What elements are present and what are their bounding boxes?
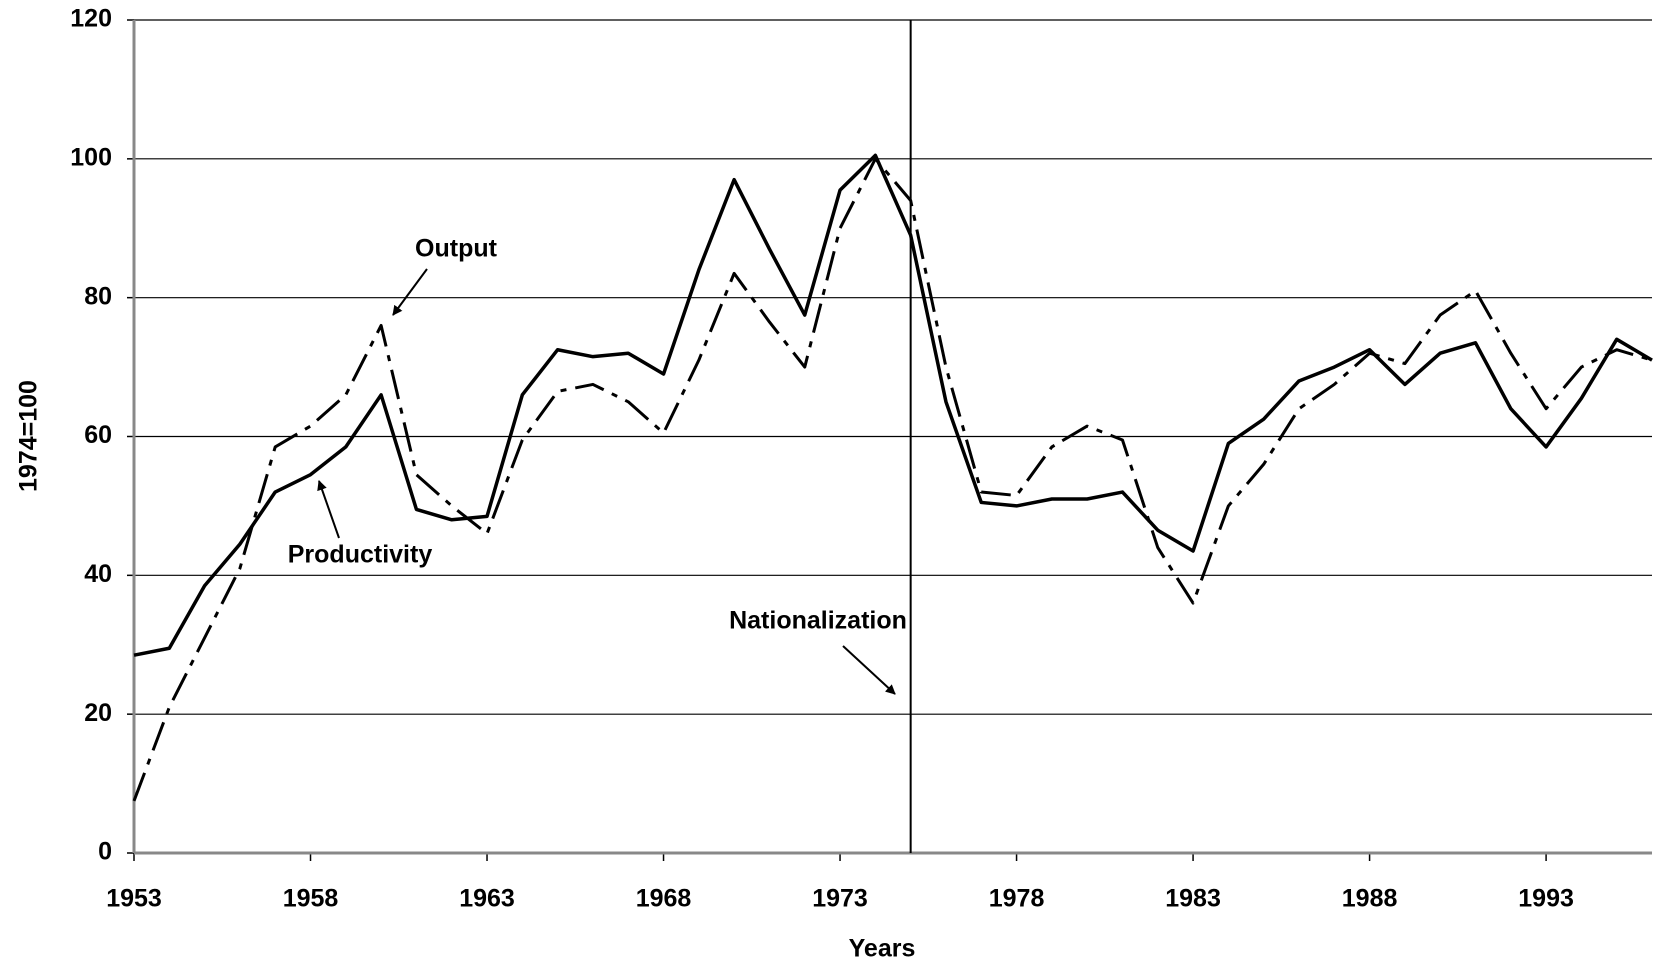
annotation-arrow (392, 268, 428, 316)
y-axis-label: 1974=100 (15, 380, 43, 492)
x-tick-label: 1958 (283, 885, 339, 913)
annotation-arrow (842, 645, 896, 695)
y-tick-label: 40 (84, 560, 112, 588)
annotation: Productivity (288, 541, 433, 569)
x-tick-label: 1973 (812, 885, 868, 913)
y-tick-label: 0 (98, 838, 112, 866)
x-tick-label: 1988 (1342, 885, 1398, 913)
series-line (133, 153, 1653, 657)
annotation: Output (415, 235, 498, 263)
x-tick-label: 1993 (1518, 885, 1574, 913)
y-tick-label: 60 (84, 421, 112, 449)
x-tick-label: 1953 (106, 885, 162, 913)
x-tick-label: 1968 (636, 885, 692, 913)
annotation-arrow (317, 480, 340, 539)
x-tick-label: 1983 (1165, 885, 1221, 913)
y-tick-label: 20 (84, 699, 112, 727)
y-tick-label: 80 (84, 282, 112, 310)
x-tick-label: 1978 (989, 885, 1045, 913)
series-line (132, 157, 1653, 802)
y-tick-label: 100 (70, 143, 112, 171)
x-axis-label: Years (849, 935, 916, 963)
x-tick-label: 1963 (459, 885, 515, 913)
y-tick-label: 120 (70, 5, 112, 33)
annotation: Nationalization (729, 607, 907, 635)
